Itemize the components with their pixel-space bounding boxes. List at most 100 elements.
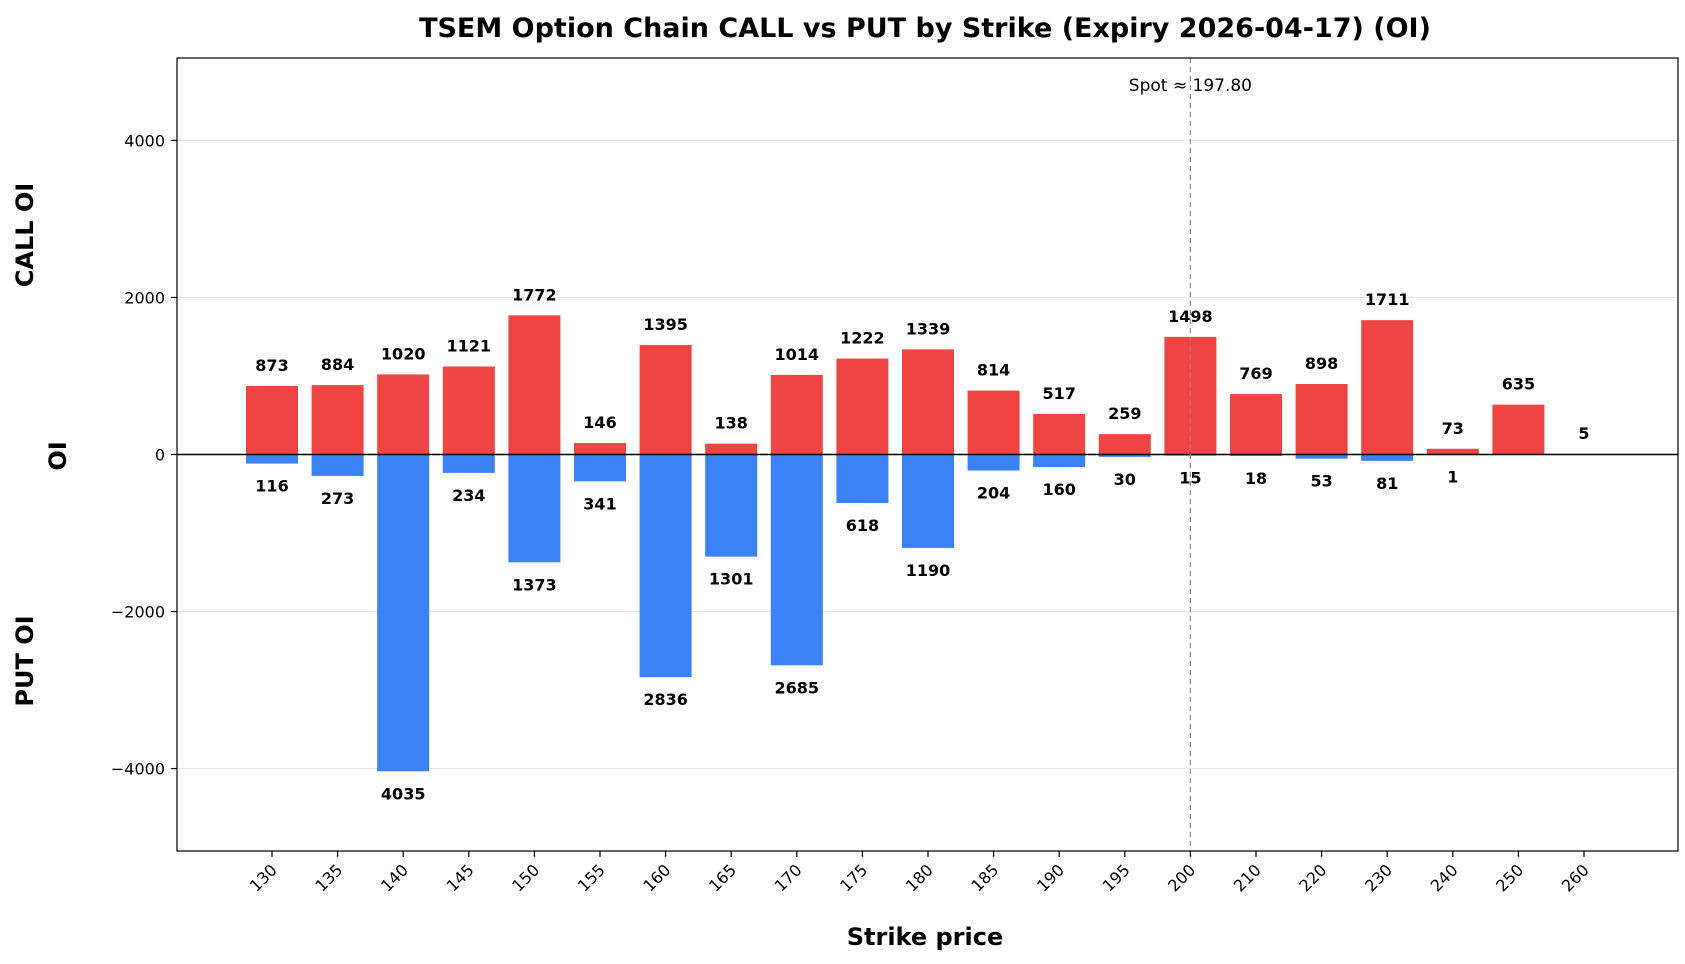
plot-frame <box>176 57 1679 852</box>
x-tick-label-135: 135 <box>311 860 346 895</box>
put-bar-155 <box>574 454 626 482</box>
call-value-label-155: 146 <box>583 413 616 432</box>
call-bar-220 <box>1295 383 1348 455</box>
call-bar-190 <box>1033 413 1086 455</box>
y-tick-label: 2000 <box>124 288 165 307</box>
call-value-label-170: 1014 <box>775 345 820 364</box>
call-value-label-250: 635 <box>1502 375 1535 394</box>
x-tick-label-130: 130 <box>246 860 281 895</box>
x-tick-label-175: 175 <box>836 860 871 895</box>
put-value-label-180: 1190 <box>906 561 951 580</box>
x-tick-label-240: 240 <box>1427 860 1462 895</box>
y-tick-label: 0 <box>155 446 165 465</box>
call-bar-240 <box>1426 448 1479 455</box>
y-tick-label: −2000 <box>111 603 165 622</box>
put-bar-160 <box>639 454 692 678</box>
call-bar-175 <box>836 358 889 455</box>
put-bar-130 <box>246 454 298 464</box>
call-value-label-140: 1020 <box>381 344 426 363</box>
x-tick-label-165: 165 <box>705 860 740 895</box>
x-tick-label-230: 230 <box>1361 860 1396 895</box>
call-value-label-195: 259 <box>1108 404 1141 423</box>
call-bar-195 <box>1098 434 1151 455</box>
put-bar-175 <box>836 454 889 504</box>
call-value-label-180: 1339 <box>906 319 951 338</box>
call-value-label-160: 1395 <box>643 315 688 334</box>
put-bar-190 <box>1033 454 1086 468</box>
x-tick-label-160: 160 <box>639 860 674 895</box>
chart-title: TSEM Option Chain CALL vs PUT by Strike … <box>419 13 1431 44</box>
data-labels-layer: 873 116 884 273 1020 4035 1121 234 1772 1373 146 34… <box>255 285 1589 803</box>
spot-label: Spot ≈ 197.80 <box>1129 76 1252 96</box>
call-bar-210 <box>1230 394 1282 455</box>
call-bar-230 <box>1361 320 1414 455</box>
y-tick-label: 4000 <box>124 131 165 150</box>
put-value-label-150: 1373 <box>512 575 557 594</box>
call-value-label-260: 5 <box>1578 424 1589 443</box>
put-bar-220 <box>1295 454 1348 459</box>
call-bar-165 <box>705 443 758 455</box>
x-tick-label-140: 140 <box>377 860 412 895</box>
call-bar-130 <box>246 385 298 455</box>
put-value-label-155: 341 <box>583 494 616 513</box>
call-value-label-145: 1121 <box>447 336 492 355</box>
call-value-label-220: 898 <box>1305 354 1338 373</box>
put-bar-150 <box>508 454 561 563</box>
call-value-label-185: 814 <box>977 361 1010 380</box>
call-value-label-130: 873 <box>255 356 288 375</box>
call-bar-140 <box>377 374 430 455</box>
put-value-label-145: 234 <box>452 486 485 505</box>
put-bar-145 <box>442 454 495 473</box>
put-value-label-160: 2836 <box>643 690 688 709</box>
x-tick-label-180: 180 <box>902 860 937 895</box>
put-value-label-140: 4035 <box>381 784 426 803</box>
put-value-label-170: 2685 <box>775 678 820 697</box>
call-bar-160 <box>639 344 692 455</box>
call-bar-150 <box>508 315 561 455</box>
call-oi-label: CALL OI <box>11 183 39 287</box>
y-axis-label: OI <box>44 441 72 470</box>
put-bar-140 <box>377 454 430 772</box>
call-bar-170 <box>770 374 823 455</box>
call-value-label-210: 769 <box>1239 364 1272 383</box>
put-value-label-195: 30 <box>1114 470 1136 489</box>
put-bar-180 <box>902 454 954 548</box>
put-value-label-135: 273 <box>321 489 354 508</box>
put-value-label-200: 15 <box>1179 469 1201 488</box>
call-bar-185 <box>967 390 1020 455</box>
call-bar-145 <box>442 366 495 455</box>
x-axis-label: Strike price <box>847 923 1004 951</box>
put-bar-195 <box>1098 454 1151 457</box>
put-bar-230 <box>1361 454 1414 461</box>
call-bar-250 <box>1492 404 1545 455</box>
call-value-label-150: 1772 <box>512 285 557 304</box>
put-value-label-190: 160 <box>1042 480 1075 499</box>
put-value-label-220: 53 <box>1310 472 1332 491</box>
put-oi-label: PUT OI <box>11 615 39 706</box>
x-tick-label-155: 155 <box>574 860 609 895</box>
put-bar-135 <box>311 454 364 476</box>
put-bar-165 <box>705 454 758 557</box>
y-tick-label: −4000 <box>111 760 165 779</box>
put-value-label-210: 18 <box>1245 469 1267 488</box>
put-value-label-165: 1301 <box>709 570 754 589</box>
call-value-label-240: 73 <box>1442 419 1464 438</box>
x-tick-label-200: 200 <box>1164 860 1199 895</box>
put-value-label-240: 1 <box>1447 468 1458 487</box>
call-bar-180 <box>902 349 954 455</box>
put-value-label-230: 81 <box>1376 474 1398 493</box>
call-value-label-135: 884 <box>321 355 354 374</box>
call-value-label-230: 1711 <box>1365 290 1410 309</box>
put-value-label-130: 116 <box>255 477 288 496</box>
x-tick-label-250: 250 <box>1492 860 1527 895</box>
put-bar-185 <box>967 454 1020 471</box>
x-tick-label-260: 260 <box>1558 860 1593 895</box>
bars-layer <box>246 315 1610 772</box>
put-value-label-185: 204 <box>977 484 1010 503</box>
call-value-label-165: 138 <box>714 414 747 433</box>
x-tick-label-190: 190 <box>1033 860 1068 895</box>
x-tick-label-150: 150 <box>508 860 543 895</box>
x-tick-label-195: 195 <box>1099 860 1134 895</box>
